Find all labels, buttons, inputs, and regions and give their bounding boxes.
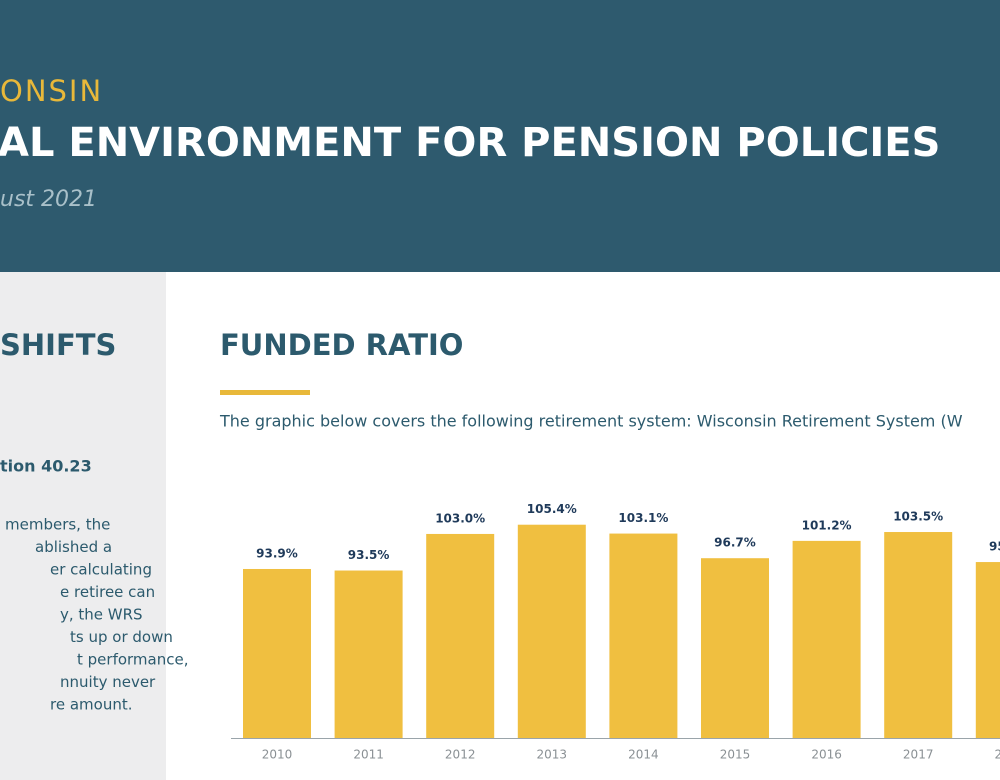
header-band xyxy=(0,0,1000,272)
bar xyxy=(243,568,311,738)
value-label: 93.9% xyxy=(256,546,298,560)
state-name: ONSIN xyxy=(0,74,103,108)
sidebar-text: members, the ablished a er calculating e re… xyxy=(5,516,188,714)
sidebar-line: nnuity never xyxy=(60,673,156,691)
value-label: 103.1% xyxy=(618,511,668,525)
page-title: AL ENVIRONMENT FOR PENSION POLICIES xyxy=(0,120,940,166)
sidebar-heading: SHIFTS xyxy=(0,328,116,362)
x-tick-label: 2010 xyxy=(262,748,293,762)
sidebar-line: e retiree can xyxy=(60,583,155,601)
x-tick-label: 2013 xyxy=(537,748,568,762)
heading-rule xyxy=(220,390,310,395)
bar xyxy=(517,524,586,738)
x-tick-label: 2011 xyxy=(353,748,384,762)
x-tick-label: 2017 xyxy=(903,748,934,762)
sidebar-line: members, the xyxy=(5,516,110,534)
bar xyxy=(334,570,403,738)
bar xyxy=(975,562,1000,738)
sidebar-line: ts up or down xyxy=(70,628,173,646)
date: ust 2021 xyxy=(0,187,97,212)
section-heading: FUNDED RATIO xyxy=(220,328,463,362)
sidebar-line: t performance, xyxy=(77,651,188,669)
sidebar-subheading: tion 40.23 xyxy=(0,457,92,476)
value-label: 103.5% xyxy=(893,510,943,524)
sidebar-line: er calculating xyxy=(50,561,152,579)
x-tick-label: 2014 xyxy=(628,748,659,762)
value-label: 105.4% xyxy=(527,502,577,516)
bar xyxy=(792,540,861,738)
sidebar-band xyxy=(0,272,166,780)
x-tick-label: 2016 xyxy=(811,748,842,762)
value-label: 93.5% xyxy=(348,548,390,562)
bar xyxy=(701,558,769,738)
bar xyxy=(426,533,495,738)
sidebar-line: re amount. xyxy=(50,696,132,714)
section-intro: The graphic below covers the following r… xyxy=(219,412,963,431)
value-label: 96.7% xyxy=(714,536,756,550)
x-tick-label: 2012 xyxy=(445,748,476,762)
value-label: 103.0% xyxy=(435,511,485,525)
x-tick-label: 2018 xyxy=(995,748,1000,762)
sidebar-line: ablished a xyxy=(35,538,112,556)
bar xyxy=(884,532,953,738)
value-label: 101.2% xyxy=(802,518,852,532)
value-label: 95.7% xyxy=(989,540,1000,554)
bar xyxy=(609,533,678,738)
x-tick-label: 2015 xyxy=(720,748,751,762)
sidebar-line: y, the WRS xyxy=(60,606,143,624)
